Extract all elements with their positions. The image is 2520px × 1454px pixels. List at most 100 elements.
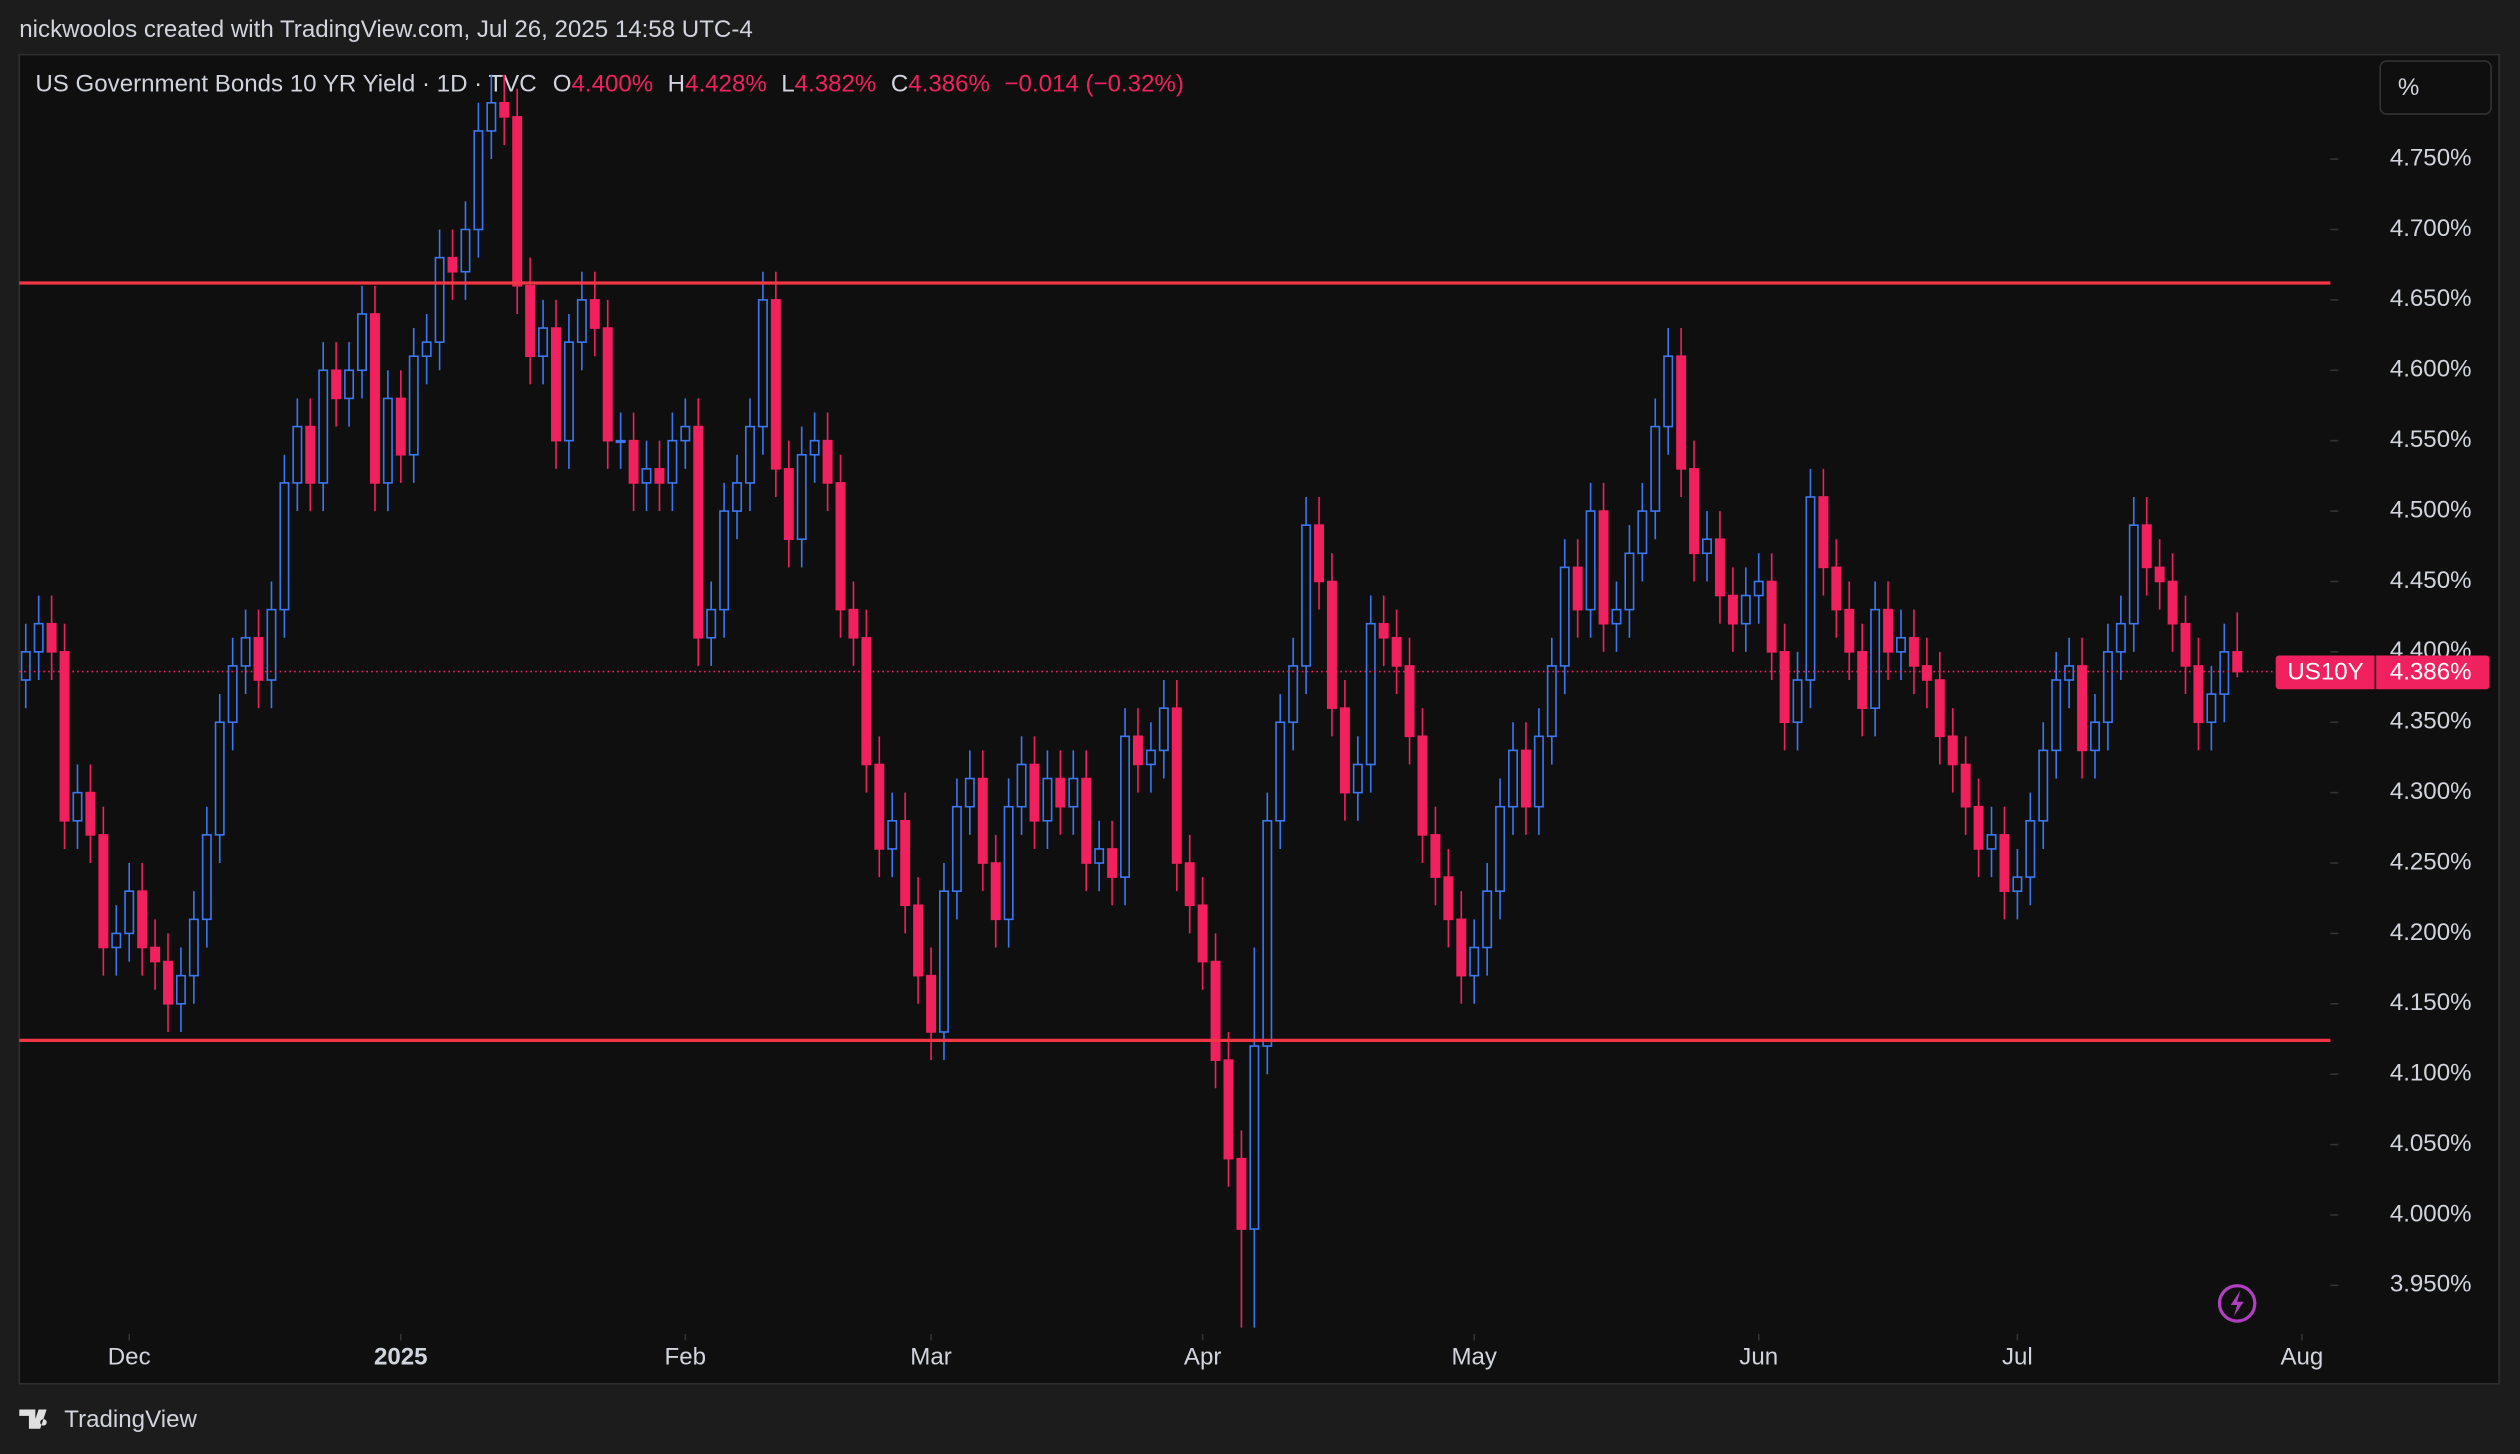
candle-body xyxy=(2102,651,2113,724)
ohlc-value: 4.400% xyxy=(571,71,653,98)
candle-body xyxy=(770,299,781,470)
candle-body xyxy=(1171,707,1182,864)
candle-body xyxy=(2232,651,2243,673)
candle-body xyxy=(382,397,393,484)
candle-body xyxy=(1714,538,1725,597)
y-tick-label: 4.100% xyxy=(2390,1060,2472,1087)
candle-body xyxy=(1120,735,1131,878)
candle-body xyxy=(2077,665,2088,752)
candle-body xyxy=(732,482,743,512)
candle-body xyxy=(98,834,109,949)
x-tick-label: Jun xyxy=(1739,1343,1778,1370)
candle-body xyxy=(1702,538,1712,555)
candle-body xyxy=(2038,749,2049,822)
y-tick-label: 4.650% xyxy=(2390,285,2472,312)
candle-body xyxy=(240,636,251,667)
y-tick-label: 4.700% xyxy=(2390,215,2472,242)
candle-body xyxy=(292,425,303,484)
candle-body xyxy=(964,777,975,808)
candle-body xyxy=(1210,960,1221,1061)
y-tick-label: 4.350% xyxy=(2390,708,2472,735)
candle-body xyxy=(861,636,872,766)
unit-button[interactable] xyxy=(2379,60,2492,115)
candle-body xyxy=(1896,636,1906,653)
candle-body xyxy=(46,622,57,653)
candle-body xyxy=(1352,763,1363,794)
candle-body xyxy=(150,946,161,963)
candle-body xyxy=(2128,524,2139,625)
candle-body xyxy=(1986,834,1997,850)
price-tag-box xyxy=(2275,655,2490,690)
candle-body xyxy=(1572,566,1583,611)
candle-body xyxy=(2012,876,2023,892)
x-tick-label: Mar xyxy=(910,1343,952,1370)
candle-body xyxy=(447,256,458,273)
candle-body xyxy=(20,651,31,681)
chart-title: US Government Bonds 10 YR Yield · 1D · T… xyxy=(35,71,536,98)
ohlc-value: 4.386% xyxy=(908,71,990,98)
ohlc-value: 4.382% xyxy=(795,71,877,98)
candle-body xyxy=(2064,665,2075,681)
candle-body xyxy=(1559,566,1570,667)
y-tick-label: 4.750% xyxy=(2390,144,2472,171)
candle-body xyxy=(1520,749,1531,808)
candle-body xyxy=(1727,594,1738,625)
candle-body xyxy=(137,890,148,949)
candle-body xyxy=(900,819,911,907)
candle-body xyxy=(1624,552,1635,611)
candle-body xyxy=(1314,524,1325,583)
y-tick-label: 4.250% xyxy=(2390,848,2472,875)
y-tick-label: 4.600% xyxy=(2390,356,2472,383)
candle-body xyxy=(111,932,122,949)
candle-body xyxy=(1404,665,1415,738)
candle-body xyxy=(951,805,962,892)
candle-body xyxy=(1805,496,1816,681)
candle-body xyxy=(680,425,691,442)
candle-body xyxy=(1883,608,1894,653)
x-tick-label: Jul xyxy=(2002,1343,2033,1370)
y-tick-label: 4.150% xyxy=(2390,989,2472,1016)
candle-body xyxy=(1417,735,1428,836)
candle-body xyxy=(1947,735,1958,766)
candle-body xyxy=(1456,918,1467,977)
candle-body xyxy=(1378,622,1389,639)
candle-body xyxy=(163,960,173,1005)
unit-button-label[interactable]: % xyxy=(2398,74,2419,101)
candle-body xyxy=(848,608,859,639)
candle-body xyxy=(1482,890,1493,949)
candle-body xyxy=(1495,805,1506,892)
candle-body xyxy=(1650,425,1661,512)
candle-body xyxy=(1107,848,1118,878)
candle-body xyxy=(1081,777,1092,864)
candle-body xyxy=(1262,819,1273,1047)
candle-body xyxy=(227,665,238,724)
candle-body xyxy=(628,439,639,484)
candle-body xyxy=(1430,834,1441,878)
candle-body xyxy=(1676,355,1687,470)
candle-body xyxy=(214,721,225,836)
candle-body xyxy=(1068,777,1079,808)
ohlc-value: 4.428% xyxy=(685,71,767,98)
candle-body xyxy=(2180,622,2191,667)
x-tick-label: Apr xyxy=(1184,1343,1222,1370)
candle-body xyxy=(719,510,730,611)
candle-body xyxy=(563,341,574,442)
change: −0.014 (−0.32%) xyxy=(1004,71,1184,98)
candle-body xyxy=(1288,665,1299,724)
candle-body xyxy=(1339,707,1350,794)
candle-body xyxy=(369,313,380,484)
candle-body xyxy=(2090,721,2100,752)
candle-body xyxy=(990,862,1001,921)
candle-body xyxy=(1275,721,1286,822)
candle-body xyxy=(473,130,484,231)
candles xyxy=(20,74,2243,1328)
candle-body xyxy=(2154,566,2165,583)
candle-body xyxy=(913,904,924,977)
candle-body xyxy=(1533,735,1544,808)
candle-body xyxy=(1637,510,1648,555)
candle-body xyxy=(1223,1059,1234,1160)
candle-body xyxy=(835,482,846,611)
candle-body xyxy=(253,636,264,681)
y-tick-label: 4.450% xyxy=(2390,567,2472,594)
